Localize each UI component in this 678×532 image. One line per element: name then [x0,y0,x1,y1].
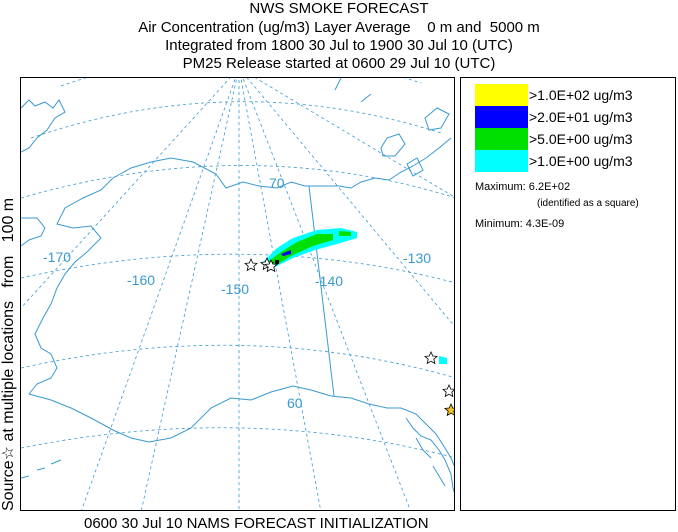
meridian [242,78,411,510]
subtitle-concentration: Air Concentration (ug/m3) Layer Average … [138,19,540,36]
map-panel: -170 -160 -150 -140 -130 70 60 [20,77,455,511]
legend-swatch [475,84,528,106]
maximum-note: (identified as a square) [537,198,639,209]
legend-label: >1.0E+02 ug/m3 [529,87,633,103]
latitude-line [21,427,454,458]
meridian [240,78,322,510]
meridian [141,78,238,510]
lon-label-170: -170 [43,249,71,265]
map-canvas: -170 -160 -150 -140 -130 70 60 [21,78,454,510]
source-label: Source☆ at multiple locations from 100 m [0,197,17,511]
legend-label: >1.0E+00 ug/m3 [529,153,633,169]
canada-border [308,185,335,397]
maximum-square-marker [275,260,279,264]
subtitle-integration: Integrated from 1800 30 Jul to 1900 30 J… [165,37,513,54]
coastline [21,78,454,494]
meridian [21,78,231,309]
meridian [81,78,236,510]
lon-label-150: -150 [221,281,249,297]
west-coast [28,177,114,395]
lon-label-140: -140 [315,273,343,289]
meridian [254,78,454,198]
latitude-lines [21,78,454,458]
source-star-icon [424,351,438,365]
source-stars [244,257,454,417]
latitude-line [30,101,442,139]
aleutian-islands [21,459,62,479]
plume-level-3 [339,231,351,236]
panhandle-coast [405,417,454,494]
legend-label: >2.0E+01 ug/m3 [529,109,633,125]
latitude-line-60 [21,344,454,378]
arctic-island [406,157,424,177]
chukotka-coast [21,99,66,153]
longitude-lines [21,78,454,510]
legend-label: >5.0E+00 ug/m3 [529,131,633,147]
smoke-plume [261,228,447,364]
lat-label-70: 70 [269,175,285,191]
plume-level-3 [265,234,333,266]
lat-label-60: 60 [287,395,303,411]
legend-panel: >1.0E+02 ug/m3 >2.0E+01 ug/m3 >5.0E+00 u… [460,77,676,511]
legend-swatch [475,128,528,150]
maximum-value: Maximum: 6.2E+02 [475,181,571,193]
latitude-line-70 [21,165,454,199]
source-star-icon [264,259,278,273]
arctic-island [380,133,406,157]
subtitle-release: PM25 Release started at 0600 29 Jul 10 (… [182,55,496,72]
legend-swatch [475,106,528,128]
forecast-initialization: 0600 30 Jul 10 NAMS FORECAST INITIALIZAT… [84,515,429,532]
lon-label-160: -160 [127,272,155,288]
legend-swatch [475,150,528,172]
source-star-icon [442,384,454,398]
latitude-line [21,253,454,283]
source-star-icon [444,403,454,417]
arctic-coast [112,137,452,189]
latitude-line [60,78,422,87]
map-title: NWS SMOKE FORECAST [249,0,429,17]
arctic-island [424,107,450,131]
lon-label-130: -130 [403,250,431,266]
siberia-coast [21,217,46,247]
plume-level-4 [439,356,447,364]
south-coast [28,385,454,467]
plume-level-2 [281,250,291,256]
arctic-island [334,78,372,103]
source-star-icon [244,258,258,272]
meridian [246,78,454,327]
panhandle-islands [415,437,446,487]
minimum-value: Minimum: 4.3E-09 [475,218,565,230]
